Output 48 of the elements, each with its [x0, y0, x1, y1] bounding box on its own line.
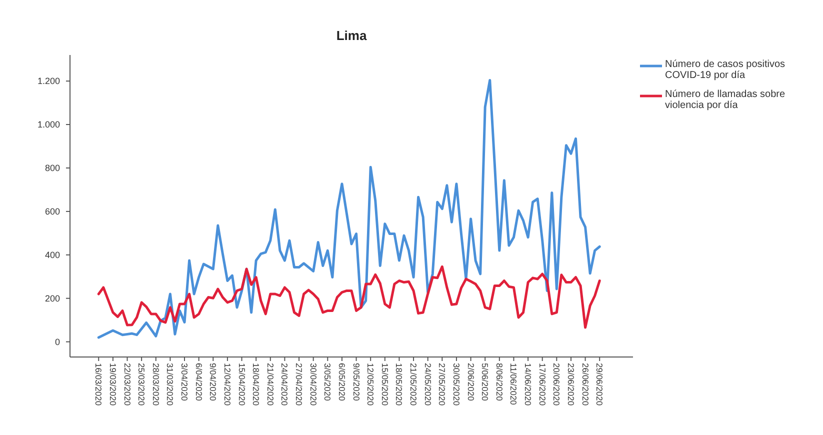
x-tick-label: 2/06/2020 — [466, 363, 476, 402]
line-series — [97, 78, 601, 339]
x-tick-label: 27/04/2020 — [294, 363, 304, 406]
x-tick-label: 19/03/2020 — [108, 363, 118, 406]
x-tick-label: 22/03/2020 — [122, 363, 132, 406]
x-tick-label: 12/05/2020 — [366, 363, 376, 406]
x-tick-label: 23/06/2020 — [566, 363, 576, 406]
x-tick-label: 15/05/2020 — [380, 363, 390, 406]
x-tick-label: 18/05/2020 — [394, 363, 404, 406]
x-tick-label: 8/06/2020 — [494, 363, 504, 402]
chart-title: Lima — [336, 28, 368, 43]
x-tick-label: 3/04/2020 — [180, 363, 190, 402]
x-tick-label: 31/03/2020 — [165, 363, 176, 406]
x-tick-label: 29/06/2020 — [594, 363, 605, 406]
x-tick-label: 6/05/2020 — [336, 363, 347, 402]
x-tick-label: 20/06/2020 — [552, 363, 562, 406]
x-tick-label: 30/05/2020 — [451, 363, 462, 406]
x-tick-label: 11/06/2020 — [508, 363, 519, 406]
y-tick-label: 600 — [44, 206, 60, 217]
x-tick-label: 9/04/2020 — [208, 363, 218, 402]
y-tick-label: 200 — [44, 293, 60, 304]
x-tick-label: 27/05/2020 — [437, 363, 448, 406]
x-tick-label: 28/03/2020 — [150, 363, 161, 406]
x-tick-label: 6/04/2020 — [194, 363, 204, 402]
y-tick-label: 1.200 — [37, 76, 60, 86]
line-series — [97, 265, 601, 329]
x-tick-label: 14/06/2020 — [523, 363, 534, 406]
x-tick-label: 21/04/2020 — [265, 363, 276, 406]
x-tick-label: 24/04/2020 — [280, 363, 290, 406]
x-tick-label: 9/05/2020 — [351, 363, 362, 402]
y-tick-label: 1.000 — [37, 120, 60, 130]
x-tick-label: 21/05/2020 — [408, 363, 419, 406]
x-tick-label: 12/04/2020 — [222, 363, 232, 406]
x-tick-label: 25/03/2020 — [136, 363, 147, 406]
x-tick-label: 18/04/2020 — [251, 363, 262, 406]
legend-label: Número de llamadas sobre violencia por día — [665, 89, 786, 111]
x-tick-label: 5/06/2020 — [480, 363, 490, 402]
y-tick-label: 400 — [44, 250, 60, 260]
x-tick-label: 24/05/2020 — [422, 363, 433, 406]
x-tick-label: 17/06/2020 — [537, 363, 548, 406]
x-tick-label: 30/04/2020 — [308, 363, 318, 406]
x-tick-label: 16/03/2020 — [94, 363, 104, 406]
x-tick-label: 3/05/2020 — [322, 363, 333, 402]
x-tick-label: 15/04/2020 — [236, 363, 247, 406]
x-tick-label: 26/06/2020 — [580, 363, 590, 406]
y-tick-label: 0 — [54, 336, 60, 347]
legend-label: Número de casos positivos COVID-19 por día — [665, 59, 786, 81]
y-tick-label: 800 — [44, 163, 60, 174]
